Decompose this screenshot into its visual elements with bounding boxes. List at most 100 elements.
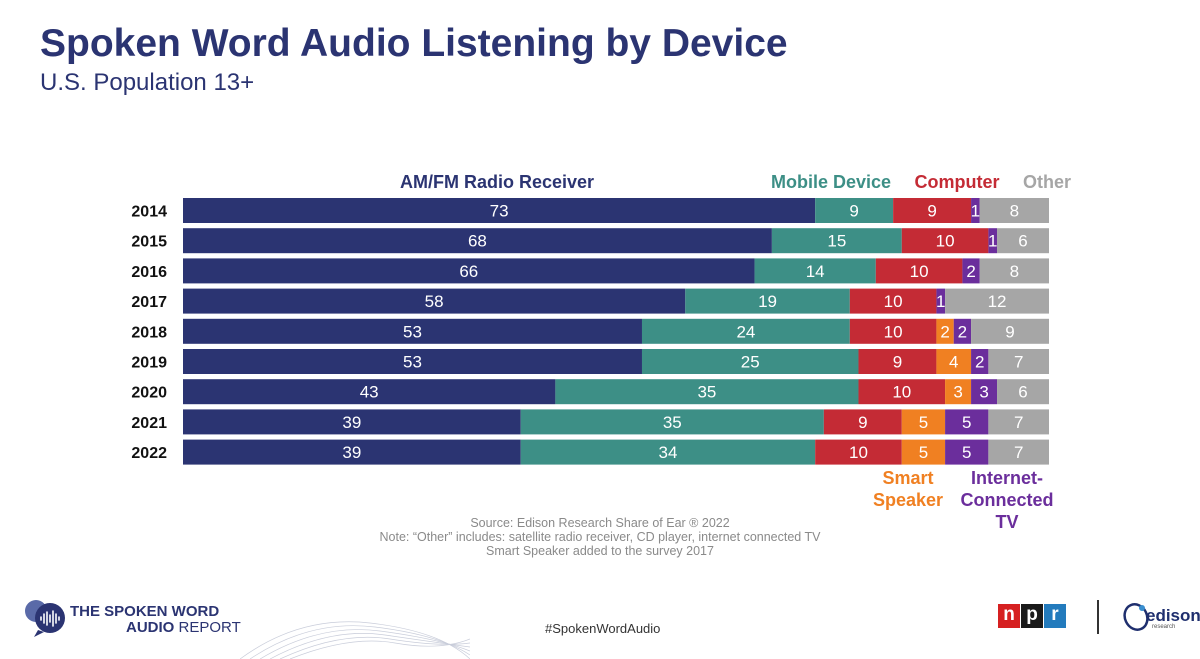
data-label-computer-2018: 10: [884, 322, 903, 341]
bar-am-fm-radio-receiver-2021: [183, 409, 521, 435]
bar-internet-connected-tv-2020: [971, 379, 998, 405]
data-label-mobile-device-2020: 35: [697, 383, 716, 402]
data-label-mobile-device-2015: 15: [827, 232, 846, 251]
brand-line-2-light: REPORT: [174, 619, 241, 636]
bar-am-fm-radio-receiver-2019: [183, 349, 642, 374]
data-label-mobile-device-2019: 25: [741, 353, 760, 372]
data-label-mobile-device-2018: 24: [736, 322, 755, 341]
data-label-am-fm-radio-receiver-2021: 39: [342, 413, 361, 432]
edison-sub: research: [1152, 624, 1176, 630]
data-label-other-2016: 8: [1010, 262, 1019, 281]
data-label-internet-connected-tv-2017: 1: [936, 292, 945, 311]
bar-computer-2014: [893, 198, 972, 223]
bar-am-fm-radio-receiver-2020: [183, 379, 556, 405]
bar-internet-connected-tv-2017: [936, 288, 946, 314]
bar-internet-connected-tv-2018: [953, 318, 972, 344]
page-subtitle: U.S. Population 13+: [40, 69, 255, 96]
data-label-computer-2021: 9: [858, 413, 867, 432]
data-label-other-2020: 6: [1018, 383, 1027, 402]
data-label-computer-2022: 10: [849, 443, 868, 462]
bar-internet-connected-tv-2015: [988, 228, 998, 254]
data-label-smart-speaker-2022: 5: [919, 443, 928, 462]
legend-computer: Computer: [915, 172, 1000, 192]
bar-smart-speaker-2022: [901, 439, 946, 465]
data-label-internet-connected-tv-2018: 2: [958, 322, 967, 341]
bar-am-fm-radio-receiver-2022: [183, 439, 521, 465]
bar-other-2022: [988, 439, 1049, 465]
data-label-mobile-device-2014: 9: [849, 202, 858, 221]
data-label-internet-connected-tv-2015: 1: [988, 232, 997, 251]
bar-computer-2017: [849, 288, 937, 314]
y-tick-label-2020: 2020: [131, 385, 167, 402]
bar-internet-connected-tv-2022: [945, 439, 989, 465]
data-label-smart-speaker-2018: 2: [940, 322, 949, 341]
bar-smart-speaker-2018: [936, 318, 954, 344]
brand-line-1: THE SPOKEN WORD: [70, 603, 220, 620]
bar-mobile-device-2015: [771, 228, 902, 254]
data-label-am-fm-radio-receiver-2019: 53: [403, 353, 422, 372]
data-label-mobile-device-2021: 35: [663, 413, 682, 432]
data-label-internet-connected-tv-2016: 2: [966, 262, 975, 281]
data-label-am-fm-radio-receiver-2020: 43: [360, 383, 379, 402]
data-label-mobile-device-2022: 34: [658, 443, 677, 462]
data-label-internet-connected-tv-2021: 5: [962, 413, 971, 432]
y-tick-label-2018: 2018: [131, 324, 167, 341]
data-label-computer-2019: 9: [893, 353, 902, 372]
data-label-other-2014: 8: [1010, 202, 1019, 221]
note-text: Note: “Other” includes: satellite radio …: [379, 530, 821, 544]
bar-internet-connected-tv-2021: [945, 409, 989, 435]
data-label-am-fm-radio-receiver-2015: 68: [468, 232, 487, 251]
bar-internet-connected-tv-2014: [971, 198, 980, 223]
bar-mobile-device-2021: [520, 409, 824, 435]
y-tick-label-2022: 2022: [131, 445, 167, 462]
data-label-computer-2016: 10: [910, 262, 929, 281]
data-label-other-2022: 7: [1014, 443, 1023, 462]
bar-other-2017: [945, 288, 1049, 314]
edison-logo-icon: [1123, 603, 1149, 631]
data-label-mobile-device-2016: 14: [806, 262, 825, 281]
edison-name: edison: [1146, 606, 1200, 625]
y-tick-label-2019: 2019: [131, 355, 167, 372]
legend-am-fm-radio-receiver: AM/FM Radio Receiver: [400, 172, 594, 192]
bar-am-fm-radio-receiver-2016: [183, 258, 755, 284]
bar-computer-2018: [849, 318, 937, 344]
data-label-mobile-device-2017: 19: [758, 292, 777, 311]
wave-decoration-icon: [240, 621, 470, 659]
data-label-smart-speaker-2021: 5: [919, 413, 928, 432]
bar-computer-2019: [858, 349, 937, 374]
data-label-smart-speaker-2019: 4: [949, 353, 958, 372]
y-tick-label-2017: 2017: [131, 294, 167, 311]
logo-divider: [1097, 600, 1099, 634]
data-label-other-2019: 7: [1014, 353, 1023, 372]
spoken-word-brand: THE SPOKEN WORD AUDIO REPORT: [70, 604, 241, 636]
bar-am-fm-radio-receiver-2017: [183, 288, 686, 314]
legend-internet-connected-tv-line-2: Connected: [960, 490, 1053, 510]
data-label-other-2021: 7: [1014, 413, 1023, 432]
note-text-2: Smart Speaker added to the survey 2017: [486, 544, 714, 558]
npr-letter-r: r: [1044, 604, 1066, 628]
bar-other-2018: [971, 318, 1049, 344]
data-label-internet-connected-tv-2014: 1: [971, 202, 980, 221]
legend-internet-connected-tv-line-3: TV: [995, 512, 1018, 532]
bar-computer-2015: [901, 228, 989, 254]
legend-mobile-device: Mobile Device: [771, 172, 891, 192]
bar-computer-2021: [823, 409, 902, 435]
data-label-am-fm-radio-receiver-2017: 58: [425, 292, 444, 311]
legend-smart-speaker-line-2: Speaker: [873, 490, 943, 510]
source-notes: Source: Edison Research Share of Ear ® 2…: [300, 516, 900, 558]
data-label-computer-2020: 10: [892, 383, 911, 402]
bar-mobile-device-2016: [754, 258, 876, 284]
bar-am-fm-radio-receiver-2015: [183, 228, 772, 254]
bar-internet-connected-tv-2019: [971, 349, 989, 374]
bar-mobile-device-2018: [641, 318, 850, 344]
npr-letter-p: p: [1021, 604, 1043, 628]
bar-internet-connected-tv-2016: [962, 258, 980, 284]
legend-smart-speaker-line-1: Smart: [882, 468, 933, 488]
y-tick-label-2016: 2016: [131, 264, 167, 281]
data-label-smart-speaker-2020: 3: [953, 383, 962, 402]
data-label-other-2018: 9: [1005, 322, 1014, 341]
npr-letter-n: n: [998, 604, 1020, 628]
bar-am-fm-radio-receiver-2014: [183, 198, 816, 223]
hashtag: #SpokenWordAudio: [545, 621, 661, 636]
bar-mobile-device-2017: [685, 288, 850, 314]
